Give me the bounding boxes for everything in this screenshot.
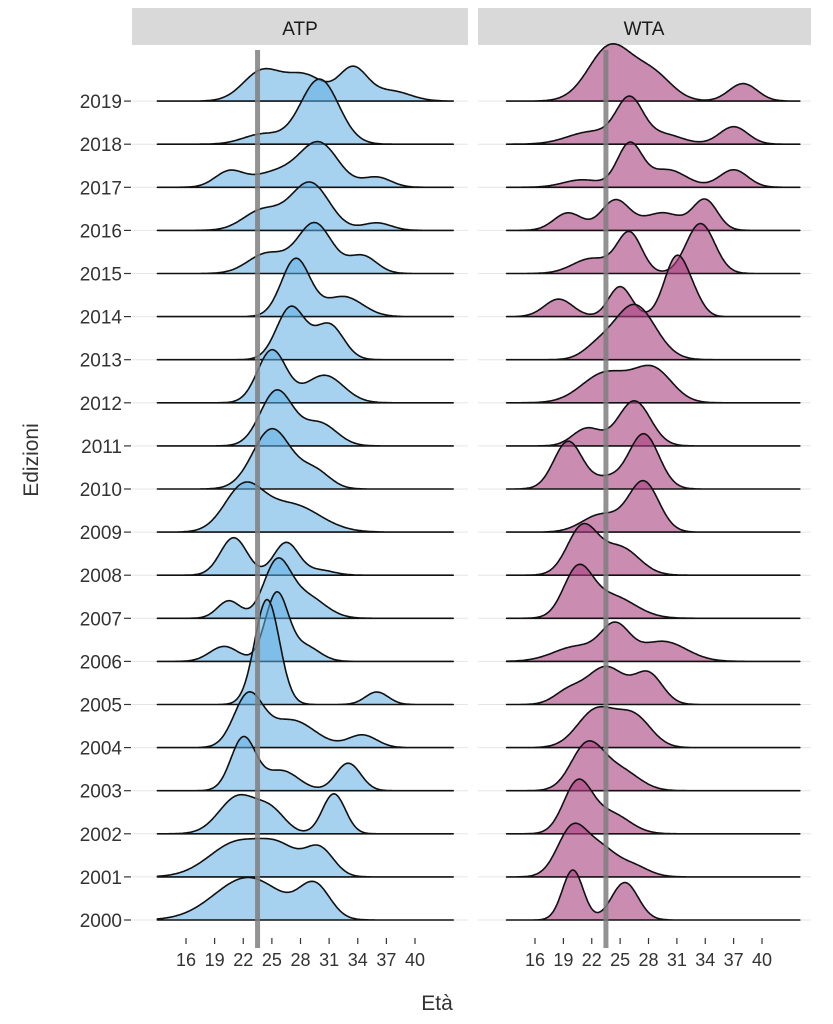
ridge-wta-2003 [505, 740, 801, 792]
y-tick-label: 2009 [80, 523, 122, 544]
ridges-wta [505, 43, 801, 921]
x-tick-label: 22 [582, 950, 602, 970]
y-tick-label: 2001 [80, 868, 122, 889]
x-tick-label: 19 [553, 950, 573, 970]
ridge-atp-2004 [156, 691, 454, 749]
y-tick-label: 2006 [80, 652, 122, 673]
ridge-atp-2012 [156, 348, 454, 404]
ridge-wta-2012 [505, 364, 801, 404]
x-tick-label: 19 [205, 950, 225, 970]
ridge-atp-2014 [156, 257, 454, 318]
y-tick-label: 2014 [80, 308, 123, 329]
ridge-atp-2000 [156, 876, 454, 921]
strip-wta [478, 8, 811, 45]
ridge-atp-2008 [156, 536, 454, 576]
x-tick-label: 37 [724, 950, 744, 970]
ridge-wta-2001 [505, 822, 801, 878]
ridge-atp-2011 [156, 389, 454, 447]
y-tick-label: 2017 [80, 178, 122, 199]
x-tick-label: 31 [667, 950, 687, 970]
ridge-atp-2009 [156, 481, 454, 533]
x-tick-label: 31 [319, 950, 339, 970]
x-tick-label: 34 [348, 950, 368, 970]
x-tick-label: 16 [525, 950, 545, 970]
ridge-atp-2016 [156, 181, 454, 232]
ridge-wta-2018 [505, 95, 801, 145]
x-ticks-atp: 16 19 22 25 28 31 34 37 40 [176, 938, 425, 970]
ridge-atp-2017 [156, 140, 454, 189]
ridge-atp-2019 [156, 65, 454, 102]
y-tick-label: 2019 [80, 92, 122, 113]
y-tick-label: 2013 [80, 351, 122, 372]
ridge-wta-2011 [505, 400, 801, 447]
ridge-atp-2003 [156, 735, 454, 792]
y-axis-title: Edizioni [20, 423, 43, 497]
ridge-atp-2018 [156, 78, 454, 145]
y-axis: 2000 2001 2002 2003 2004 2005 2006 2007 2008 2009… [80, 92, 131, 932]
ridge-atp-2002 [156, 793, 454, 835]
y-tick-label: 2005 [80, 696, 122, 717]
y-tick-label: 2011 [81, 437, 122, 458]
y-tick-label: 2003 [80, 782, 122, 803]
x-tick-label: 25 [610, 950, 630, 970]
ridge-wta-2009 [505, 479, 801, 533]
ridge-wta-2016 [505, 198, 801, 232]
ridge-wta-2007 [505, 563, 801, 620]
ridge-atp-2005 [156, 598, 454, 706]
y-tick-label: 2007 [80, 609, 122, 630]
ridge-atp-2006 [156, 591, 454, 663]
y-tick-label: 2018 [80, 135, 122, 156]
strip-label-atp: ATP [282, 19, 318, 40]
ridge-atp-2015 [156, 221, 454, 275]
ridge-wta-2008 [505, 522, 801, 576]
x-tick-label: 40 [752, 950, 772, 970]
ridge-atp-2001 [156, 837, 454, 878]
ridge-wta-2002 [505, 778, 801, 835]
panel-atp: ATP 16 19 22 25 28 31 34 37 40 [132, 8, 468, 970]
x-tick-label: 40 [405, 950, 425, 970]
x-tick-label: 22 [233, 950, 253, 970]
y-tick-label: 2000 [80, 911, 122, 932]
x-axis-title: Età [421, 992, 453, 1015]
x-tick-label: 28 [638, 950, 658, 970]
ridge-wta-2013 [505, 303, 801, 361]
x-tick-label: 25 [262, 950, 282, 970]
x-tick-label: 16 [176, 950, 196, 970]
ridge-wta-2004 [505, 705, 801, 749]
ridge-wta-2017 [505, 141, 801, 189]
ridge-wta-2015 [505, 222, 801, 275]
x-tick-label: 28 [290, 950, 310, 970]
ridges-atp [156, 65, 454, 921]
y-tick-label: 2002 [80, 825, 122, 846]
x-tick-label: 34 [695, 950, 715, 970]
y-tick-label: 2008 [80, 566, 122, 587]
ridge-wta-2019 [505, 43, 801, 102]
x-ticks-wta: 16 19 22 25 28 31 34 37 40 [525, 938, 772, 970]
strip-label-wta: WTA [624, 19, 665, 40]
ridge-wta-2010 [505, 432, 801, 490]
ridge-wta-2006 [505, 621, 801, 663]
ridge-atp-2010 [156, 427, 454, 490]
ridge-wta-2000 [505, 869, 801, 921]
y-tick-label: 2010 [80, 480, 122, 501]
strip-atp [132, 8, 468, 45]
y-tick-label: 2004 [80, 739, 123, 760]
panel-wta: WTA 16 19 22 25 28 31 34 37 40 [478, 8, 811, 970]
ridge-wta-2005 [505, 665, 801, 706]
ridge-wta-2014 [505, 254, 801, 318]
ridge-atp-2013 [156, 305, 454, 361]
y-tick-label: 2015 [80, 265, 122, 286]
ridge-atp-2007 [156, 557, 454, 620]
y-tick-label: 2016 [80, 221, 122, 242]
y-tick-label: 2012 [80, 394, 122, 415]
x-tick-label: 37 [376, 950, 396, 970]
